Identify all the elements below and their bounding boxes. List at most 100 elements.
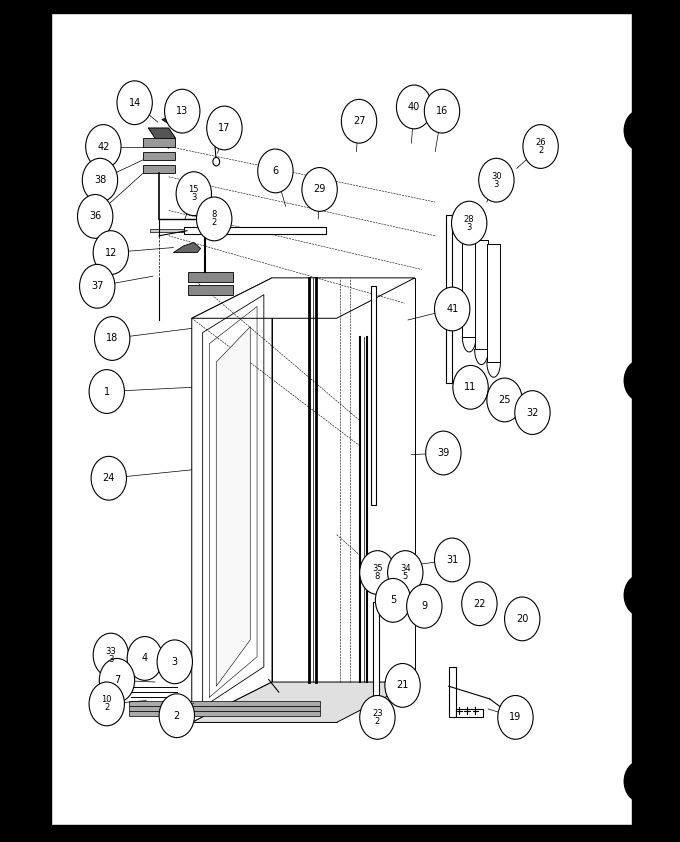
Polygon shape: [150, 229, 184, 232]
Circle shape: [407, 584, 442, 628]
Text: 13: 13: [176, 106, 188, 116]
Text: 4: 4: [141, 653, 148, 663]
Circle shape: [426, 431, 461, 475]
Circle shape: [396, 85, 432, 129]
Text: 21: 21: [396, 680, 409, 690]
Polygon shape: [475, 240, 488, 349]
Circle shape: [479, 158, 514, 202]
Text: 32: 32: [526, 408, 539, 418]
Text: 3: 3: [171, 657, 178, 667]
Bar: [143, 165, 175, 173]
Polygon shape: [449, 667, 456, 717]
Polygon shape: [192, 278, 415, 318]
Polygon shape: [216, 327, 250, 686]
Circle shape: [637, 173, 644, 181]
Circle shape: [388, 551, 423, 594]
Circle shape: [302, 168, 337, 211]
Polygon shape: [173, 242, 201, 253]
Circle shape: [385, 663, 420, 707]
Text: 34
5: 34 5: [400, 564, 411, 581]
Text: 6: 6: [272, 166, 279, 176]
Polygon shape: [462, 236, 476, 337]
Text: 20: 20: [516, 614, 528, 624]
Polygon shape: [148, 128, 175, 148]
Circle shape: [86, 125, 121, 168]
Circle shape: [117, 81, 152, 125]
Text: 39: 39: [437, 448, 449, 458]
Polygon shape: [129, 706, 320, 711]
Text: 23
2: 23 2: [372, 709, 383, 726]
Bar: [143, 138, 175, 147]
Text: 29: 29: [313, 184, 326, 195]
Text: 8
2: 8 2: [211, 210, 217, 227]
Circle shape: [637, 424, 644, 432]
Circle shape: [435, 287, 470, 331]
Text: 14: 14: [129, 98, 141, 108]
Text: 24: 24: [103, 473, 115, 483]
Text: 11: 11: [464, 382, 477, 392]
Polygon shape: [188, 285, 233, 295]
Circle shape: [89, 682, 124, 726]
Text: 2: 2: [173, 711, 180, 721]
Circle shape: [213, 157, 220, 166]
Text: 40: 40: [408, 102, 420, 112]
Circle shape: [207, 106, 242, 150]
Circle shape: [93, 633, 129, 677]
Text: 12: 12: [105, 248, 117, 258]
Circle shape: [643, 198, 649, 206]
Text: 26
2: 26 2: [535, 138, 546, 155]
Polygon shape: [272, 278, 415, 682]
Circle shape: [498, 695, 533, 739]
Circle shape: [643, 449, 649, 457]
Polygon shape: [371, 286, 376, 505]
Text: 19: 19: [509, 712, 522, 722]
Circle shape: [165, 89, 200, 133]
Text: 31: 31: [446, 555, 458, 565]
Text: 42: 42: [97, 141, 109, 152]
Text: 5: 5: [390, 595, 396, 605]
FancyBboxPatch shape: [51, 13, 632, 825]
Circle shape: [452, 201, 487, 245]
Circle shape: [258, 149, 293, 193]
Circle shape: [197, 197, 232, 241]
Circle shape: [487, 378, 522, 422]
Circle shape: [91, 456, 126, 500]
Circle shape: [515, 391, 550, 434]
Text: 37: 37: [91, 281, 103, 291]
Circle shape: [95, 317, 130, 360]
Circle shape: [462, 582, 497, 626]
Circle shape: [82, 158, 118, 202]
Text: 33
3: 33 3: [105, 647, 116, 663]
Polygon shape: [184, 227, 326, 234]
Text: 38: 38: [94, 175, 106, 185]
Polygon shape: [188, 272, 233, 282]
Text: 18: 18: [106, 333, 118, 344]
Text: 7: 7: [114, 675, 120, 685]
Text: 1: 1: [103, 386, 110, 397]
Text: 22: 22: [473, 599, 486, 609]
Circle shape: [341, 99, 377, 143]
Polygon shape: [456, 709, 483, 717]
Circle shape: [99, 658, 135, 702]
Circle shape: [159, 694, 194, 738]
Polygon shape: [192, 278, 272, 722]
Circle shape: [637, 639, 644, 647]
Text: 15
3: 15 3: [188, 185, 199, 202]
Circle shape: [453, 365, 488, 409]
Circle shape: [360, 551, 395, 594]
Polygon shape: [129, 701, 320, 706]
Circle shape: [375, 578, 411, 622]
Polygon shape: [162, 115, 182, 128]
Circle shape: [523, 125, 558, 168]
Polygon shape: [446, 215, 452, 383]
Text: 9: 9: [421, 601, 428, 611]
Polygon shape: [487, 244, 500, 362]
Circle shape: [624, 360, 658, 402]
Text: 16: 16: [436, 106, 448, 116]
Polygon shape: [192, 682, 415, 722]
Circle shape: [78, 195, 113, 238]
Circle shape: [643, 663, 649, 671]
Polygon shape: [129, 711, 320, 716]
Circle shape: [176, 172, 211, 216]
Circle shape: [624, 109, 658, 152]
